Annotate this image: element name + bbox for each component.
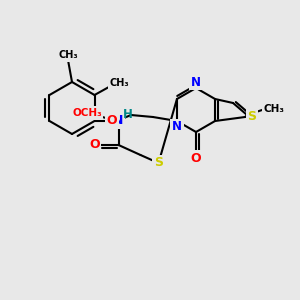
Text: O: O (191, 152, 201, 164)
Text: CH₃: CH₃ (264, 104, 285, 114)
Text: N: N (172, 121, 182, 134)
Text: N: N (191, 76, 201, 88)
Text: S: S (154, 157, 163, 169)
Text: S: S (248, 110, 256, 124)
Text: CH₃: CH₃ (58, 50, 78, 60)
Text: N: N (113, 115, 124, 128)
Text: CH₃: CH₃ (110, 78, 129, 88)
Text: O: O (106, 115, 117, 128)
Text: H: H (123, 107, 133, 121)
Text: OCH₃: OCH₃ (72, 108, 102, 118)
Text: O: O (89, 139, 100, 152)
